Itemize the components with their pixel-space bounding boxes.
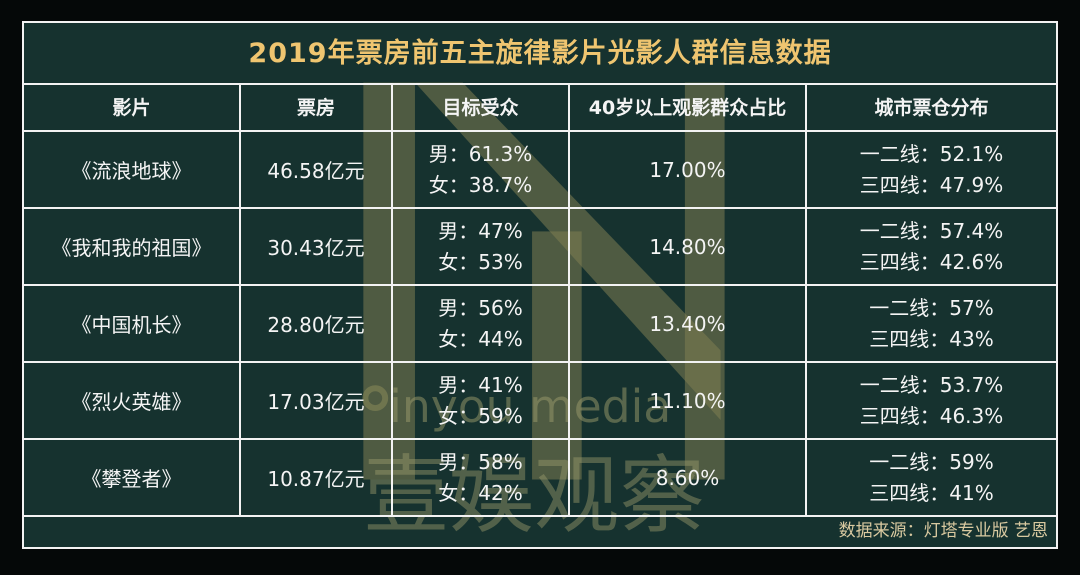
page-title: 2019年票房前五主旋律影片光影人群信息数据 — [24, 23, 1056, 85]
data-source-note: 数据来源：灯塔专业版 艺恩 — [838, 521, 1048, 541]
female-share: 女：44% — [438, 326, 523, 351]
female-share: 女：59% — [438, 403, 523, 428]
header-film: 影片 — [24, 83, 241, 132]
tier12-share: 一二线：52.1% — [859, 141, 1004, 166]
film-cell: 《攀登者》 — [24, 438, 241, 517]
header-audience: 目标受众 — [391, 83, 570, 132]
table-row: 《中国机长》 28.80亿元 男：56% 女：44% 13.40% 一二线：57… — [24, 284, 1056, 363]
city-cell: 一二线：53.7% 三四线：46.3% — [805, 361, 1056, 440]
header-city-distribution: 城市票仓分布 — [805, 83, 1056, 132]
tier12-share: 一二线：57.4% — [859, 218, 1004, 243]
over40-cell: 14.80% — [568, 207, 807, 286]
table-row: 《我和我的祖国》 30.43亿元 男：47% 女：53% 14.80% 一二线：… — [24, 207, 1056, 286]
city-cell: 一二线：52.1% 三四线：47.9% — [805, 130, 1056, 209]
male-share: 男：47% — [438, 218, 523, 243]
female-share: 女：53% — [438, 249, 523, 274]
film-cell: 《烈火英雄》 — [24, 361, 241, 440]
header-box-office: 票房 — [239, 83, 393, 132]
city-cell: 一二线：57% 三四线：43% — [805, 284, 1056, 363]
audience-cell: 男：41% 女：59% — [391, 361, 570, 440]
city-cell: 一二线：59% 三四线：41% — [805, 438, 1056, 517]
tier34-share: 三四线：42.6% — [859, 249, 1004, 274]
tier12-share: 一二线：53.7% — [859, 372, 1004, 397]
table-frame: inyou media 壹娱观察 2019年票房前五主旋律影片光影人群信息数据 … — [22, 21, 1058, 549]
box-office-cell: 30.43亿元 — [239, 207, 393, 286]
box-office-cell: 28.80亿元 — [239, 284, 393, 363]
tier34-share: 三四线：47.9% — [859, 172, 1004, 197]
box-office-cell: 17.03亿元 — [239, 361, 393, 440]
audience-cell: 男：58% 女：42% — [391, 438, 570, 517]
male-share: 男：58% — [438, 449, 523, 474]
film-cell: 《中国机长》 — [24, 284, 241, 363]
over40-cell: 13.40% — [568, 284, 807, 363]
tier12-share: 一二线：59% — [869, 449, 994, 474]
table-row: 《流浪地球》 46.58亿元 男：61.3% 女：38.7% 17.00% 一二… — [24, 130, 1056, 209]
data-table: 影片 票房 目标受众 40岁以上观影群众占比 城市票仓分布 《流浪地球》 46.… — [24, 83, 1056, 517]
female-share: 女：42% — [438, 480, 523, 505]
male-share: 男：41% — [438, 372, 523, 397]
tier34-share: 三四线：46.3% — [859, 403, 1004, 428]
table-header-row: 影片 票房 目标受众 40岁以上观影群众占比 城市票仓分布 — [24, 83, 1056, 132]
header-over40: 40岁以上观影群众占比 — [568, 83, 807, 132]
male-share: 男：61.3% — [428, 141, 533, 166]
tier12-share: 一二线：57% — [869, 295, 994, 320]
table-row: 《烈火英雄》 17.03亿元 男：41% 女：59% 11.10% 一二线：53… — [24, 361, 1056, 440]
box-office-cell: 46.58亿元 — [239, 130, 393, 209]
tier34-share: 三四线：43% — [869, 326, 994, 351]
audience-cell: 男：61.3% 女：38.7% — [391, 130, 570, 209]
film-cell: 《我和我的祖国》 — [24, 207, 241, 286]
male-share: 男：56% — [438, 295, 523, 320]
box-office-cell: 10.87亿元 — [239, 438, 393, 517]
table-row: 《攀登者》 10.87亿元 男：58% 女：42% 8.60% 一二线：59% … — [24, 438, 1056, 517]
audience-cell: 男：56% 女：44% — [391, 284, 570, 363]
over40-cell: 8.60% — [568, 438, 807, 517]
female-share: 女：38.7% — [428, 172, 533, 197]
over40-cell: 17.00% — [568, 130, 807, 209]
film-cell: 《流浪地球》 — [24, 130, 241, 209]
over40-cell: 11.10% — [568, 361, 807, 440]
tier34-share: 三四线：41% — [869, 480, 994, 505]
audience-cell: 男：47% 女：53% — [391, 207, 570, 286]
city-cell: 一二线：57.4% 三四线：42.6% — [805, 207, 1056, 286]
